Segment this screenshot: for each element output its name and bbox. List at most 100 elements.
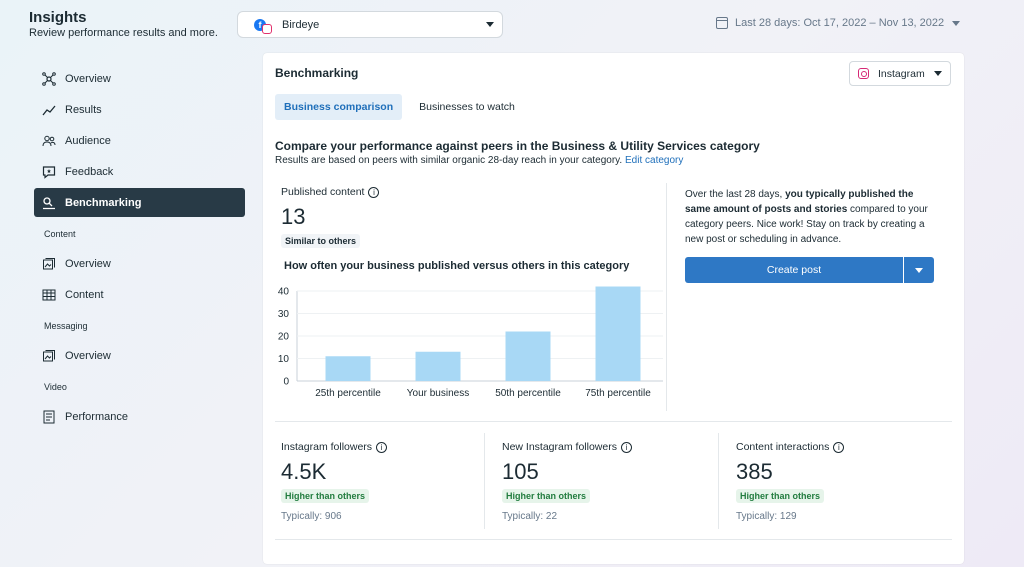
sidebar-item-audience[interactable]: Audience <box>34 126 245 155</box>
y-tick-label: 20 <box>278 332 290 343</box>
instagram-icon <box>858 68 869 79</box>
bar <box>415 351 461 381</box>
messaging-overview-icon <box>42 349 56 363</box>
x-tick-label: 50th percentile <box>495 388 561 399</box>
recommendation-prefix: Over the last 28 days, <box>685 189 783 200</box>
instagram-followers-metric: Instagram followers i 4.5K Higher than o… <box>281 441 388 522</box>
vertical-divider <box>666 183 667 411</box>
horizontal-divider <box>275 421 952 422</box>
info-icon[interactable]: i <box>368 186 380 198</box>
x-tick-label: 75th percentile <box>585 388 651 399</box>
metric-value: 13 <box>281 204 306 229</box>
create-post-dropdown-button[interactable] <box>904 257 934 283</box>
y-tick-label: 10 <box>278 354 290 365</box>
sidebar-item-overview[interactable]: Overview <box>34 64 245 93</box>
recommendation-suffix: compared to your category peers. Nice wo… <box>685 204 928 245</box>
platform-select[interactable]: Instagram <box>849 61 951 86</box>
content-overview-icon <box>42 257 56 271</box>
compare-subtitle: Results are based on peers with similar … <box>275 155 683 166</box>
sidebar-item-label: Benchmarking <box>65 196 142 209</box>
performance-icon <box>42 410 56 424</box>
chart-container: 0 10 20 30 40 25th percentile Your business 50t… <box>273 285 668 405</box>
sidebar-item-results[interactable]: Results <box>34 95 245 124</box>
sidebar-item-label: Content <box>65 288 104 301</box>
create-post-button[interactable]: Create post <box>685 257 903 283</box>
account-icons: f <box>246 15 274 35</box>
metric-value: 385 <box>736 459 773 484</box>
sidebar-item-content[interactable]: Content <box>34 280 245 309</box>
sidebar-section-messaging: Messaging <box>44 321 88 331</box>
tab-business-comparison[interactable]: Business comparison <box>275 94 403 120</box>
recommendation-text: Over the last 28 days, you typically pub… <box>685 187 935 247</box>
status-badge: Higher than others <box>502 489 591 503</box>
typical-value: Typically: 906 <box>281 511 342 522</box>
sidebar-item-feedback[interactable]: Feedback <box>34 157 245 186</box>
tab-bar: Business comparison Businesses to watch <box>275 94 532 120</box>
metric-label: Published content i <box>281 186 380 198</box>
sidebar-item-label: Overview <box>65 349 111 362</box>
metric-label-text: Published content <box>281 186 365 198</box>
metric-label: Content interactions i <box>736 441 845 453</box>
chart-title: How often your business published versus… <box>284 260 630 272</box>
content-interactions-metric: Content interactions i 385 Higher than o… <box>736 441 845 522</box>
sidebar-item-label: Overview <box>65 257 111 270</box>
account-selector[interactable]: f Birdeye <box>237 11 503 38</box>
bar-chart: 0 10 20 30 40 25th percentile Your business 50t… <box>278 286 663 399</box>
chevron-down-icon <box>934 71 942 76</box>
sidebar-item-benchmarking[interactable]: Benchmarking <box>34 188 245 217</box>
sidebar-item-content-overview[interactable]: Overview <box>34 249 245 278</box>
sidebar-item-label: Audience <box>65 134 111 147</box>
x-tick-label: 25th percentile <box>315 388 381 399</box>
sidebar-item-messaging-overview[interactable]: Overview <box>34 341 245 370</box>
instagram-icon <box>262 23 272 34</box>
metric-label-text: Content interactions <box>736 441 830 453</box>
feedback-icon <box>42 165 56 179</box>
y-tick-label: 40 <box>278 287 290 298</box>
y-tick-label: 30 <box>278 309 290 320</box>
page-subtitle: Review performance results and more. <box>29 27 218 39</box>
platform-select-label: Instagram <box>878 67 925 80</box>
metric-label-text: New Instagram followers <box>502 441 617 453</box>
benchmarking-panel: Benchmarking Instagram Business comparis… <box>263 53 964 564</box>
edit-category-link[interactable]: Edit category <box>625 155 684 166</box>
status-badge: Similar to others <box>281 234 361 248</box>
panel-title: Benchmarking <box>275 66 359 80</box>
sidebar: Overview Results Audience Feedback Bench… <box>34 64 245 433</box>
sidebar-section-content: Content <box>44 229 76 239</box>
overview-icon <box>42 71 56 86</box>
sidebar-item-performance[interactable]: Performance <box>34 402 245 431</box>
metric-value: 105 <box>502 459 539 484</box>
info-icon[interactable]: i <box>833 441 845 453</box>
sidebar-item-label: Results <box>65 103 102 116</box>
metric-divider <box>718 433 719 529</box>
sidebar-item-label: Performance <box>65 410 128 423</box>
metric-label: New Instagram followers i <box>502 441 632 453</box>
published-content-metric: Published content i 13 Similar to others <box>281 186 380 249</box>
sidebar-section-video: Video <box>44 382 67 392</box>
compare-heading: Compare your performance against peers i… <box>275 139 760 153</box>
bar <box>325 356 371 381</box>
tab-businesses-to-watch[interactable]: Businesses to watch <box>419 101 515 113</box>
horizontal-divider <box>275 539 952 540</box>
status-badge: Higher than others <box>281 489 370 503</box>
info-icon[interactable]: i <box>376 441 388 453</box>
typical-value: Typically: 129 <box>736 511 797 522</box>
chevron-down-icon <box>915 267 923 273</box>
calendar-icon <box>716 17 728 29</box>
metric-divider <box>484 433 485 529</box>
audience-icon <box>42 134 56 148</box>
x-tick-label: Your business <box>407 388 469 399</box>
new-instagram-followers-metric: New Instagram followers i 105 Higher tha… <box>502 441 632 522</box>
info-icon[interactable]: i <box>620 441 632 453</box>
status-badge: Higher than others <box>736 489 825 503</box>
date-range-picker[interactable]: Last 28 days: Oct 17, 2022 – Nov 13, 202… <box>716 17 961 29</box>
chevron-down-icon <box>486 22 494 27</box>
bar <box>595 286 641 381</box>
metric-label: Instagram followers i <box>281 441 388 453</box>
benchmarking-icon <box>42 196 56 210</box>
y-tick-label: 0 <box>283 377 289 388</box>
page-title: Insights <box>29 9 87 26</box>
table-icon <box>42 288 56 302</box>
typical-value: Typically: 22 <box>502 511 558 522</box>
date-range-label: Last 28 days: Oct 17, 2022 – Nov 13, 202… <box>735 17 945 29</box>
